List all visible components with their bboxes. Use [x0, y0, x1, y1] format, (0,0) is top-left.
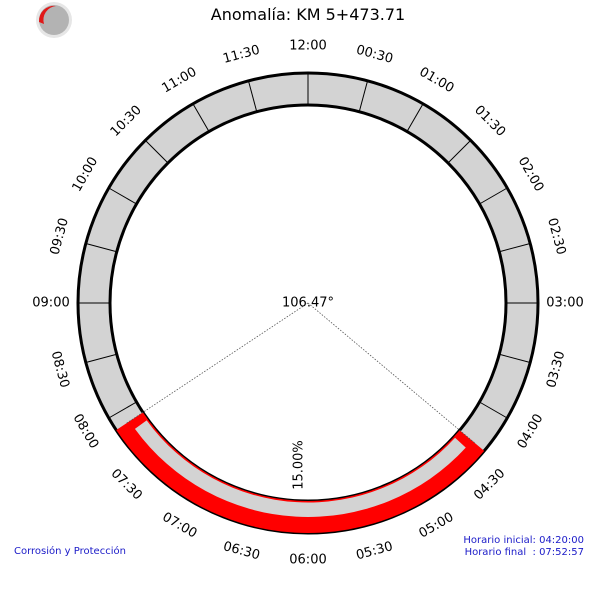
logo [36, 2, 72, 38]
tick-line [499, 242, 531, 253]
tick-line [447, 140, 471, 164]
tick-line [499, 353, 531, 364]
tick-line [192, 103, 210, 132]
tick-label: 04:00 [515, 412, 547, 452]
interval-arc [116, 412, 485, 533]
tick-line [479, 401, 508, 419]
tick-label: 09:00 [32, 296, 69, 311]
tick-line [358, 80, 369, 112]
tick-label: 02:30 [544, 216, 568, 256]
chart-title: Anomalía: KM 5+473.71 [211, 5, 405, 24]
tick-label: 06:30 [221, 539, 261, 563]
tick-label: 11:30 [221, 43, 261, 67]
schedule-block: Horario inicial: 04:20:00 Horario final … [463, 535, 584, 559]
tick-label: 03:00 [546, 296, 583, 311]
tick-label: 03:30 [544, 349, 568, 389]
start-time-label: Horario inicial: 04:20:00 [463, 535, 584, 546]
tick-label: 10:00 [70, 155, 102, 195]
tick-label: 07:30 [108, 466, 145, 503]
company-label: Corrosión y Protección [14, 546, 126, 557]
tick-label: 00:30 [354, 43, 394, 67]
angle-label: 106.47° [282, 296, 334, 311]
tick-line [108, 401, 137, 419]
tick-label: 06:00 [289, 553, 326, 568]
tick-line [85, 242, 117, 253]
tick-label: 11:00 [160, 65, 200, 97]
tick-label: 01:00 [417, 65, 457, 97]
tick-label: 01:30 [471, 103, 508, 140]
tick-label: 08:30 [48, 349, 72, 389]
tick-label: 10:30 [108, 103, 145, 140]
tick-label: 04:30 [471, 466, 508, 503]
tick-line [479, 187, 508, 205]
end-time-label: Horario final : 07:52:57 [464, 547, 584, 558]
boundary-line [307, 302, 476, 444]
tick-label: 07:00 [160, 510, 200, 542]
percent-label: 15.00% [292, 440, 307, 490]
tick-label: 05:30 [354, 539, 394, 563]
tick-line [108, 187, 137, 205]
tick-label: 08:00 [70, 412, 102, 452]
dial-outer-border [76, 71, 540, 535]
tick-label: 12:00 [289, 39, 326, 54]
tick-line [406, 103, 424, 132]
tick-label: 09:30 [48, 216, 72, 256]
tick-label: 02:00 [515, 155, 547, 195]
chart-marks: 106.47° 15.00% [116, 296, 485, 533]
tick-line [247, 80, 258, 112]
tick-line [145, 140, 169, 164]
boundary-line [126, 302, 309, 424]
tick-label: 05:00 [417, 510, 457, 542]
interval-inner-strip [134, 420, 466, 517]
tick-line [85, 353, 117, 364]
